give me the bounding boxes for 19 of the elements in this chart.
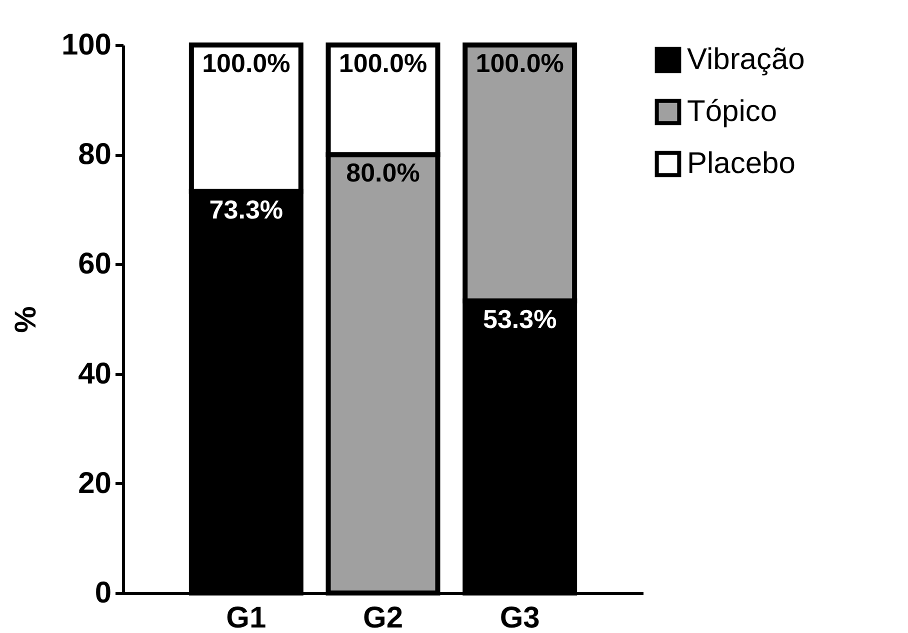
- data-label: 80.0%: [346, 158, 420, 188]
- data-label: 73.3%: [209, 194, 284, 224]
- y-tick-label: 60: [78, 248, 112, 281]
- y-tick-label: 0: [94, 576, 112, 610]
- total-label: 100.0%: [202, 48, 290, 78]
- y-tick-label: 20: [78, 466, 112, 500]
- legend-label: Placebo: [687, 147, 796, 180]
- y-axis-title: %: [9, 306, 42, 333]
- y-tick-label: 100: [61, 28, 112, 62]
- x-tick-label: G2: [362, 602, 404, 633]
- data-label: 53.3%: [482, 304, 557, 334]
- legend-label: Tópico: [687, 95, 778, 128]
- x-tick-label: G1: [226, 602, 266, 633]
- total-label: 100.0%: [338, 48, 428, 78]
- y-tick-label: 80: [78, 138, 112, 172]
- total-label: 100.0%: [476, 48, 564, 78]
- legend-label: Vibração: [687, 43, 805, 76]
- x-tick-label: G3: [500, 602, 540, 633]
- y-tick-label: 40: [78, 357, 112, 390]
